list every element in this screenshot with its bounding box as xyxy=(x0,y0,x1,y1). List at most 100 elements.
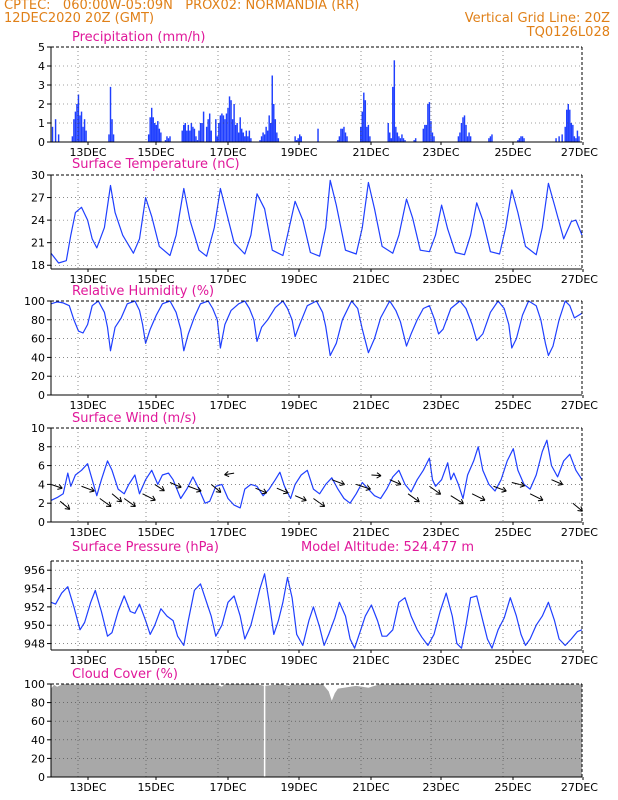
y-tick-label: 4 xyxy=(38,60,45,73)
panel-cloud: Cloud Cover (%) 0 20 40 60 80 100 13DEC 15DEC 17D… xyxy=(24,667,598,794)
precip-bar xyxy=(523,138,525,142)
panel-title-precip: Precipitation (mm/h) xyxy=(72,30,205,45)
precip-bar xyxy=(425,124,428,142)
precip-bar xyxy=(346,136,348,142)
wind-arrow-head xyxy=(376,472,382,477)
precip-bar xyxy=(241,128,243,142)
wind-arrow-head xyxy=(215,491,221,493)
wind-arrow-head xyxy=(438,489,442,495)
wind-arrow-head xyxy=(501,490,507,493)
wind-arrow xyxy=(313,498,326,507)
wind-arrow-shaft xyxy=(210,484,222,493)
precip-bar xyxy=(259,140,261,142)
precip-bar xyxy=(221,113,223,142)
wind-arrow-head xyxy=(519,485,525,488)
precip-bar xyxy=(195,136,197,142)
precip-bar xyxy=(222,115,225,142)
precip-bar xyxy=(112,134,115,142)
precip-bar xyxy=(271,75,273,142)
series-line-pres xyxy=(50,573,583,649)
precip-bar xyxy=(236,123,238,142)
x-tick-label: 15DEC xyxy=(137,273,174,286)
wind-arrow-shaft xyxy=(81,485,95,492)
precip-bar xyxy=(242,132,244,142)
wind-arrow xyxy=(154,483,165,492)
precip-bar xyxy=(390,138,392,142)
wind-arrow-head xyxy=(539,495,544,501)
precip-bar xyxy=(468,132,470,142)
precip-bar xyxy=(263,134,266,142)
precip-bar xyxy=(154,123,156,142)
precip-bar xyxy=(431,132,434,142)
precip-bar xyxy=(230,100,232,142)
precip-bar xyxy=(208,113,211,142)
precip-bar xyxy=(202,111,205,142)
wind-arrow-head xyxy=(218,487,222,493)
wind-arrow-head xyxy=(365,488,371,491)
header-location: CPTEC: 060:00W-05:09N PROX02: NORMANDIA … xyxy=(4,0,360,13)
y-tick-label: 80 xyxy=(31,697,45,710)
precip-bar xyxy=(466,136,469,142)
panel-title-pres: Surface Pressure (hPa) xyxy=(72,540,219,555)
y-tick-label: 0 xyxy=(38,136,45,149)
precip-bar xyxy=(276,132,278,142)
x-tick-label: 17DEC xyxy=(209,399,246,412)
x-tick-label: 21DEC xyxy=(352,654,389,667)
x-tick-label: 23DEC xyxy=(422,399,459,412)
x-tick-label: 25DEC xyxy=(494,273,531,286)
x-tick-label: 15DEC xyxy=(137,654,174,667)
precip-bar xyxy=(344,132,347,142)
x-tick-label: 17DEC xyxy=(209,526,246,539)
precip-bar xyxy=(401,134,403,142)
wind-arrow-head xyxy=(261,492,267,495)
x-tick-label: 13DEC xyxy=(69,146,106,159)
precip-bar xyxy=(111,119,113,142)
precip-bar xyxy=(150,107,153,142)
precip-bar xyxy=(398,136,400,142)
y-tick-label: 4 xyxy=(38,478,45,491)
precip-bar xyxy=(147,134,150,142)
x-tick-label: 21DEC xyxy=(352,526,389,539)
y-tick-label: 952 xyxy=(24,601,45,614)
precip-bar xyxy=(369,136,371,142)
header-grid-line: Vertical Grid Line: 20Z xyxy=(464,11,610,26)
x-tick-label: 19DEC xyxy=(280,781,317,794)
precip-bar xyxy=(262,132,264,142)
precip-bar xyxy=(520,136,522,142)
precip-bar xyxy=(387,123,389,142)
y-tick-label: 948 xyxy=(24,638,45,651)
y-tick-label: 954 xyxy=(24,583,45,596)
precip-bar xyxy=(219,115,222,142)
precip-bar xyxy=(225,113,228,142)
precip-bar xyxy=(57,134,60,142)
y-tick-label: 1 xyxy=(38,117,45,130)
wind-arrow xyxy=(371,472,382,479)
precip-bar xyxy=(248,130,251,142)
x-tick-label: 25DEC xyxy=(494,654,531,667)
y-tick-label: 2 xyxy=(38,98,45,111)
y-tick-label: 27 xyxy=(31,192,45,205)
x-tick-label: 15DEC xyxy=(137,399,174,412)
precip-bar xyxy=(192,126,194,142)
y-tick-label: 5 xyxy=(38,41,45,54)
precip-bar xyxy=(460,123,463,142)
precip-bar xyxy=(244,136,246,142)
x-tick-label: 21DEC xyxy=(352,146,389,159)
wind-arrow-shaft xyxy=(255,487,267,494)
precip-bar xyxy=(459,132,461,142)
x-tick-label: 23DEC xyxy=(422,781,459,794)
wind-arrow-head xyxy=(301,499,307,502)
wind-arrow-head xyxy=(176,486,182,489)
precip-bar xyxy=(367,124,370,142)
precip-bar xyxy=(108,134,110,142)
precip-bar xyxy=(457,136,460,142)
wind-arrow-head xyxy=(481,495,486,501)
precip-bar xyxy=(402,138,405,142)
wind-arrow-head xyxy=(161,486,165,492)
wind-arrow xyxy=(81,485,95,493)
wind-arrow-shaft xyxy=(407,493,420,503)
precip-bar xyxy=(265,126,267,142)
precip-bar xyxy=(245,130,248,142)
y-tick-label: 40 xyxy=(31,351,45,364)
